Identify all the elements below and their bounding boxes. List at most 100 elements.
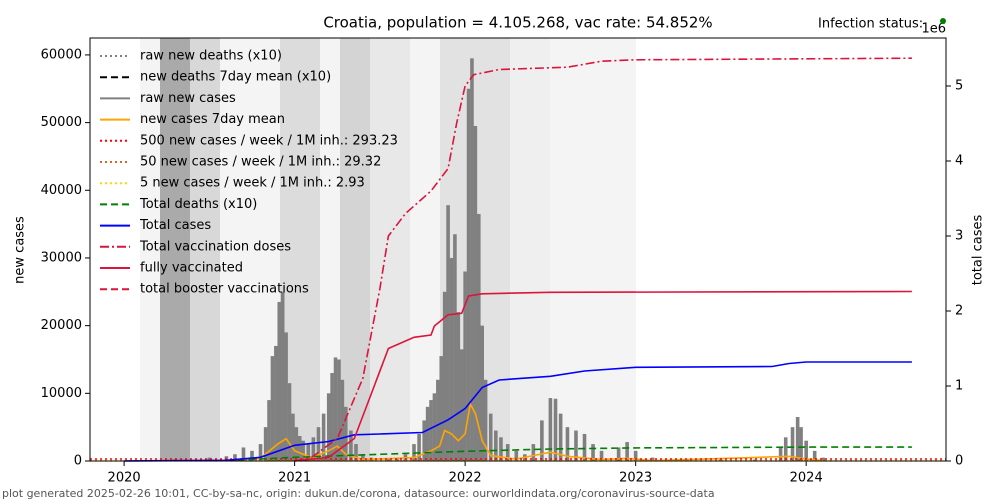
bar [499, 437, 503, 461]
plot-frame [89, 37, 947, 462]
y-tick-label: 20000 [41, 318, 82, 333]
bar [267, 400, 271, 461]
bar [436, 379, 440, 461]
legend-entry: Total vaccination doses [100, 239, 291, 254]
bar [463, 271, 467, 461]
bar [284, 332, 288, 461]
series-line [226, 446, 912, 462]
bar [311, 437, 316, 461]
bar [241, 447, 246, 461]
bar [316, 427, 321, 461]
bar [783, 437, 788, 461]
bar [558, 413, 563, 461]
bar [582, 433, 587, 461]
status-bands [140, 38, 636, 461]
legend-label: new deaths 7day mean (x10) [140, 70, 331, 85]
bar [599, 450, 604, 461]
x-tick-label: 2023 [619, 471, 652, 486]
bar [270, 356, 275, 461]
bar [349, 430, 353, 461]
bar [330, 373, 334, 461]
bar [333, 357, 338, 461]
y-tick-label: 40000 [41, 183, 82, 198]
bar [343, 406, 348, 461]
bar [799, 427, 803, 461]
status-dot [940, 18, 946, 24]
legend-label: raw new cases [140, 91, 236, 106]
bar [449, 257, 454, 461]
legend-entry: 5 new cases / week / 1M inh.: 2.93 [100, 176, 365, 191]
bar [616, 447, 621, 461]
legend-entry: total booster vaccinations [100, 282, 309, 297]
y2-tick-label: 1 [955, 379, 963, 394]
bar [442, 291, 447, 461]
bar [250, 450, 254, 461]
bar [540, 420, 544, 461]
bar [258, 444, 263, 461]
legend-label: fully vaccinated [140, 261, 243, 276]
y2-tick-label: 3 [955, 229, 963, 244]
legend-entry: fully vaccinated [100, 261, 243, 276]
legend-entry: 500 new cases / week / 1M inh.: 293.23 [100, 133, 398, 148]
legend-label: Total vaccination doses [139, 239, 291, 254]
bar [446, 205, 450, 461]
legend-label: raw new deaths (x10) [140, 49, 282, 64]
bar [287, 383, 292, 461]
series-line [294, 57, 912, 462]
bar [531, 444, 536, 461]
y2-offset: 1e6 [921, 22, 946, 37]
bar [439, 356, 444, 461]
status-label: Infection status: [818, 17, 923, 32]
bar [778, 447, 783, 461]
bar [821, 457, 826, 461]
status-band [370, 38, 410, 461]
y-tick-label: 50000 [41, 115, 82, 130]
legend-label: 5 new cases / week / 1M inh.: 2.93 [140, 176, 365, 191]
bar [280, 291, 285, 461]
y-tick-label: 0 [74, 454, 82, 469]
bar [301, 440, 305, 461]
bar [488, 413, 493, 461]
bar [337, 359, 341, 461]
bar [277, 301, 282, 461]
bar [565, 427, 570, 461]
bar [553, 398, 558, 461]
status-band [510, 38, 550, 461]
bar [263, 427, 268, 461]
bar [625, 442, 629, 461]
y2-tick-label: 0 [955, 454, 963, 469]
y2-tick-label: 2 [955, 304, 963, 319]
x-tick-label: 2022 [449, 471, 482, 486]
bar [476, 213, 481, 461]
legend-label: 50 new cases / week / 1M inh.: 29.32 [140, 155, 381, 170]
bar [470, 58, 474, 461]
legend-entry: new deaths 7day mean (x10) [100, 70, 331, 85]
bar [804, 440, 808, 461]
y-tick-label: 60000 [41, 47, 82, 62]
status-band [340, 38, 370, 461]
x-tick-label: 2020 [108, 471, 141, 486]
bar [354, 444, 358, 461]
bar [297, 435, 302, 461]
bar [326, 393, 331, 461]
bar [207, 457, 212, 461]
series-line [294, 290, 912, 462]
legend-label: total booster vaccinations [140, 282, 309, 297]
y-axis-label: new cases [13, 216, 28, 284]
bar [790, 427, 795, 461]
bar [294, 427, 299, 461]
footer: plot generated 2025-02-26 10:01, CC-by-s… [2, 487, 715, 500]
legend-entry: new cases 7day mean [100, 112, 285, 127]
bar [291, 413, 295, 461]
bar [548, 398, 553, 461]
x-tick-label: 2024 [790, 471, 823, 486]
bar [650, 457, 655, 461]
bar [480, 325, 484, 461]
bar [274, 345, 278, 461]
y-tick-label: 30000 [41, 250, 82, 265]
bar [340, 379, 345, 461]
legend-label: new cases 7day mean [140, 112, 285, 127]
y2-axis-label: total cases [971, 215, 986, 286]
